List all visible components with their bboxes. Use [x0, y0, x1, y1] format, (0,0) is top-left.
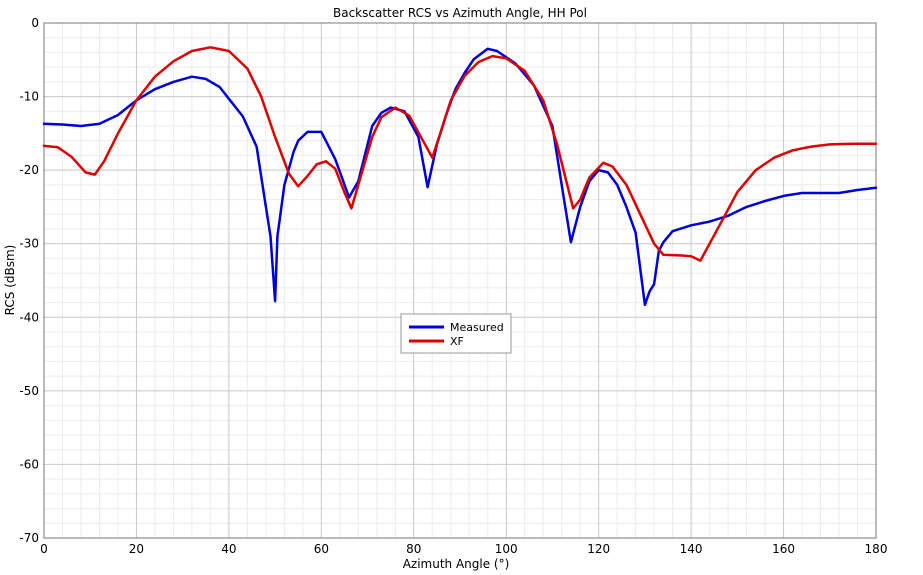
y-tick-label: -10 [19, 90, 39, 104]
y-tick-label: -60 [19, 457, 39, 471]
legend-box [400, 313, 512, 354]
y-tick-label: 0 [31, 16, 39, 30]
tick-labels: 0 20 40 60 80 100 120 140 160 180 0 -10 -20 -30 -40 -50… [19, 16, 887, 556]
legend-label-measured: Measured [450, 321, 504, 334]
y-axis-label: RCS (dBsm) [3, 245, 17, 316]
x-tick-label: 20 [129, 542, 144, 556]
chart-title: Backscatter RCS vs Azimuth Angle, HH Pol [333, 6, 587, 20]
legend: Measured XF [400, 313, 512, 354]
x-tick-label: 60 [314, 542, 329, 556]
series-lines [42, 46, 878, 307]
y-tick-label: -50 [19, 384, 39, 398]
plot-frame [43, 22, 877, 539]
y-tick-label: -30 [19, 237, 39, 251]
legend-label-xf: XF [450, 335, 464, 348]
grid [43, 22, 877, 539]
series-line-xf [42, 46, 878, 262]
x-tick-label: 40 [221, 542, 236, 556]
x-tick-label: 120 [587, 542, 610, 556]
x-tick-label: 180 [865, 542, 888, 556]
x-tick-label: 140 [680, 542, 703, 556]
x-tick-label: 0 [40, 542, 48, 556]
x-axis-label: Azimuth Angle (°) [403, 557, 510, 571]
x-tick-label: 160 [772, 542, 795, 556]
x-tick-label: 80 [406, 542, 421, 556]
y-tick-label: -40 [19, 310, 39, 324]
x-tick-label: 100 [495, 542, 518, 556]
y-tick-label: -70 [19, 531, 39, 545]
y-tick-label: -20 [19, 163, 39, 177]
